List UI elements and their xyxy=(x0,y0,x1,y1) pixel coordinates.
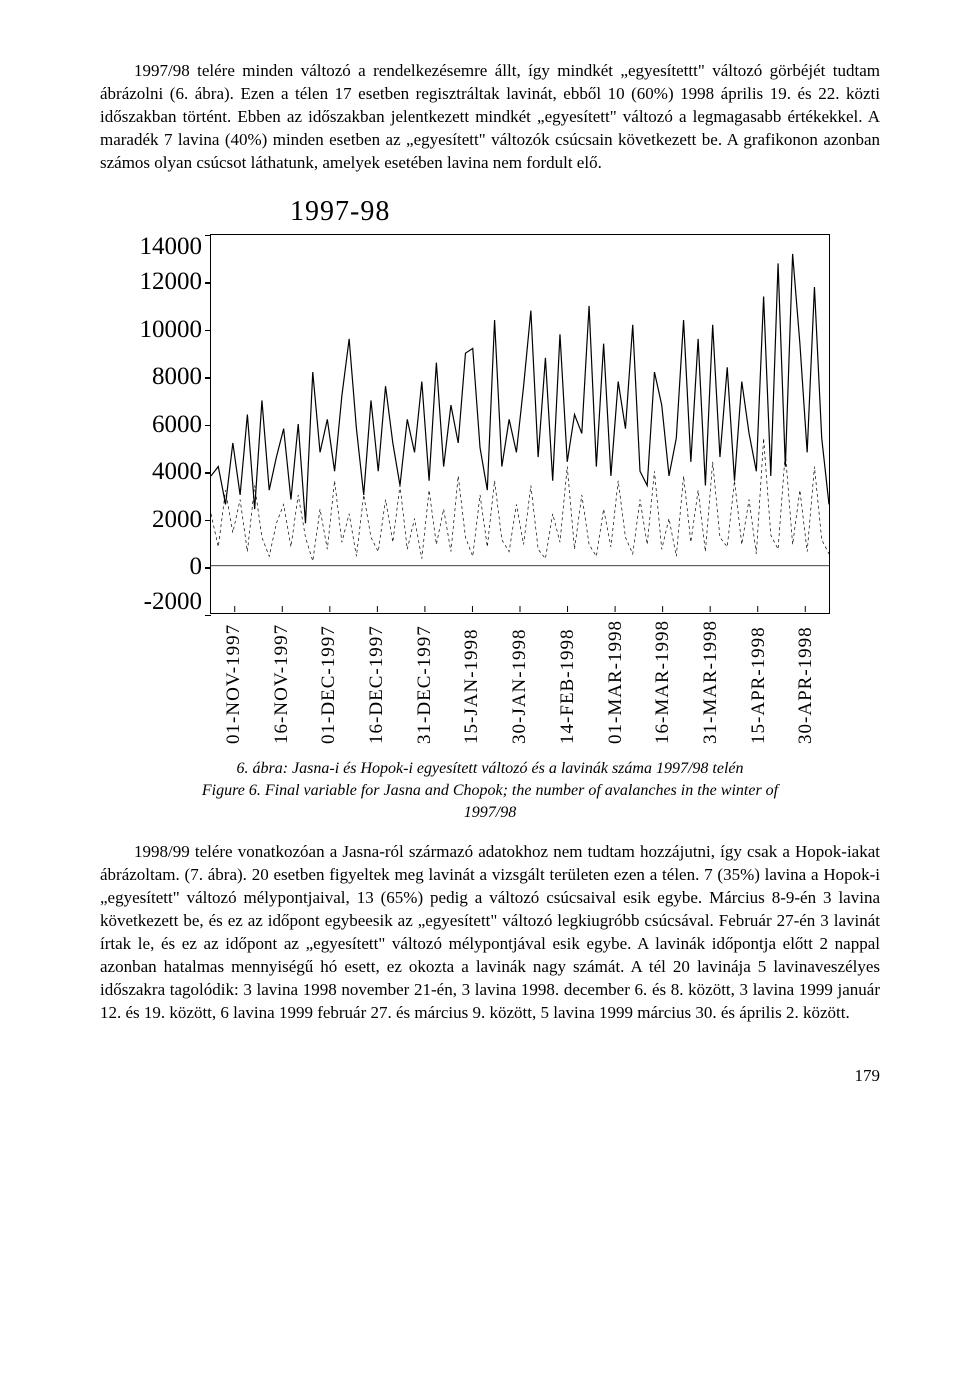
chart-ytick: -2000 xyxy=(100,591,202,615)
chart-plot-area xyxy=(210,234,830,614)
page-number: 179 xyxy=(100,1065,880,1088)
chart-xtick: 31-MAR-1998 xyxy=(687,620,735,744)
chart-title: 1997-98 xyxy=(290,193,880,231)
chart-xtick: 16-MAR-1998 xyxy=(639,620,687,744)
chart-ytick: 8000 xyxy=(100,353,202,401)
chart-ytick: 2000 xyxy=(100,496,202,544)
chart-xtick: 01-DEC-1997 xyxy=(305,620,353,744)
chart-1997-98: 1997-98 14000120001000080006000400020000… xyxy=(100,193,880,745)
chart-y-axis: 14000120001000080006000400020000-2000 xyxy=(100,234,210,614)
chart-ytick: 6000 xyxy=(100,401,202,449)
chart-xtick: 01-NOV-1997 xyxy=(210,620,258,744)
caption-line-2: Figure 6. Final variable for Jasna and C… xyxy=(202,782,778,799)
paragraph-1: 1997/98 telére minden változó a rendelke… xyxy=(100,60,880,175)
chart-ytick: 4000 xyxy=(100,448,202,496)
chart-xtick: 14-FEB-1998 xyxy=(544,620,592,744)
caption-line-1: 6. ábra: Jasna-i és Hopok-i egyesített v… xyxy=(236,760,743,777)
chart-x-axis: 01-NOV-199716-NOV-199701-DEC-199716-DEC-… xyxy=(210,620,830,744)
chart-xtick: 15-APR-1998 xyxy=(735,620,783,744)
chart-ytick: 10000 xyxy=(100,306,202,354)
figure-caption: 6. ábra: Jasna-i és Hopok-i egyesített v… xyxy=(100,758,880,823)
chart-ytick: 0 xyxy=(100,543,202,591)
chart-xtick: 16-NOV-1997 xyxy=(258,620,306,744)
chart-ytick: 12000 xyxy=(100,258,202,306)
chart-ytick: 14000 xyxy=(100,234,202,258)
caption-line-3: 1997/98 xyxy=(464,804,516,821)
chart-xtick: 30-JAN-1998 xyxy=(496,620,544,744)
chart-xtick: 30-APR-1998 xyxy=(782,620,830,744)
chart-xtick: 31-DEC-1997 xyxy=(401,620,449,744)
chart-xtick: 01-MAR-1998 xyxy=(592,620,640,744)
chart-xtick: 16-DEC-1997 xyxy=(353,620,401,744)
chart-xtick: 15-JAN-1998 xyxy=(448,620,496,744)
paragraph-2: 1998/99 telére vonatkozóan a Jasna-ról s… xyxy=(100,841,880,1025)
